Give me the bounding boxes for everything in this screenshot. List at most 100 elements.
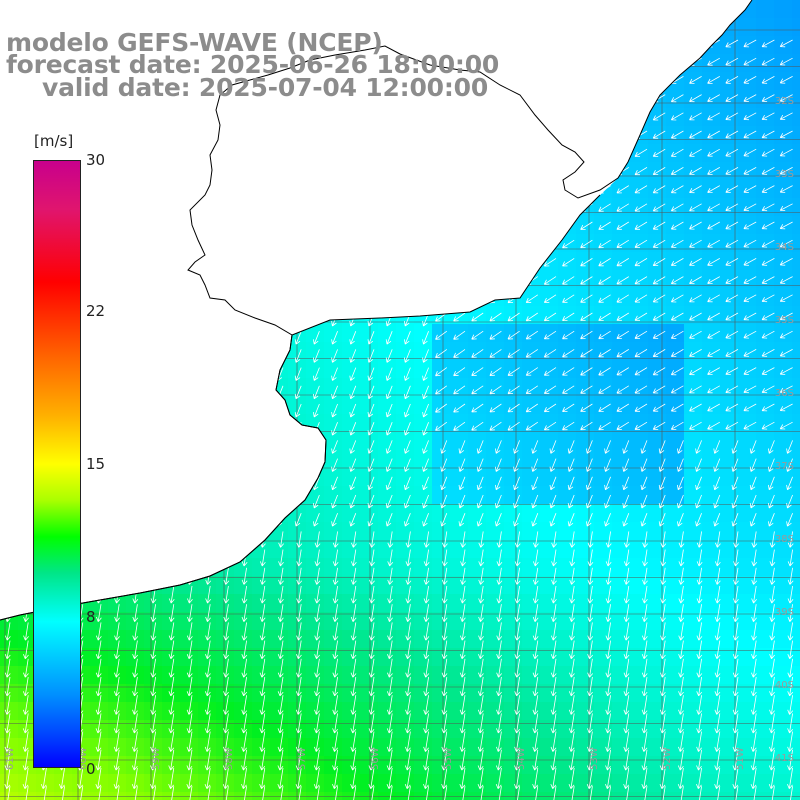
wind-arrow [458,476,466,491]
wind-arrow [689,403,702,412]
wind-speed-cell [774,288,792,306]
wind-speed-cell [756,792,774,800]
wind-speed-cell [648,360,666,378]
wind-speed-cell [90,792,108,800]
wind-arrow [22,731,29,752]
wind-arrow [689,258,702,266]
wind-arrow [314,676,320,697]
wind-arrow [295,676,302,697]
wind-speed-cell [396,684,414,702]
wind-speed-cell [504,792,522,800]
wind-speed-cell [648,630,666,648]
wind-speed-cell [504,522,522,540]
wind-arrow [531,440,539,454]
wind-speed-cell [630,450,648,468]
wind-arrow [113,731,120,752]
wind-arrow [349,458,357,472]
wind-speed-cell [684,144,702,162]
wind-speed-cell [594,396,612,414]
wind-arrow [605,658,612,678]
wind-arrow [562,294,575,303]
wind-arrow [496,604,503,622]
wind-speed-cell [450,540,468,558]
wind-speed-cell [504,504,522,522]
wind-arrow [404,349,411,363]
wind-speed-cell [774,270,792,288]
wind-speed-cell [432,612,450,630]
wind-arrow [496,658,503,678]
wind-speed-cell [558,342,576,360]
wind-speed-cell [522,522,540,540]
wind-speed-cell [684,666,702,684]
wind-speed-cell [648,468,666,486]
wind-arrow [670,276,684,285]
wind-speed-cell [612,342,630,360]
wind-speed-cell [792,324,800,342]
wind-speed-cell [630,522,648,540]
wind-speed-cell [306,792,324,800]
wind-arrow [670,239,684,248]
wind-speed-cell [414,504,432,522]
wind-speed-cell [774,666,792,684]
wind-speed-cell [648,504,666,522]
wind-arrow [495,749,502,771]
wind-arrow [314,695,320,715]
wind-speed-cell [18,774,36,792]
wind-speed-cell [738,702,756,720]
wind-speed-cell [738,18,756,36]
wind-arrow [779,130,793,139]
wind-arrow [532,713,539,734]
wind-arrow [435,403,448,413]
wind-arrow [114,604,120,622]
wind-arrow [623,713,630,734]
wind-speed-cell [198,594,216,612]
wind-arrow [314,658,321,678]
wind-speed-cell [378,720,396,738]
wind-speed-cell [540,414,558,432]
wind-speed-cell [396,702,414,720]
wind-arrow [787,604,794,622]
wind-speed-cell [576,216,594,234]
wind-arrow [404,440,411,454]
wind-arrow [640,458,648,472]
wind-speed-cell [684,684,702,702]
wind-arrow [568,749,575,771]
wind-speed-cell [198,774,216,792]
wind-speed-cell [666,432,684,450]
wind-arrow [587,567,594,585]
wind-speed-cell [666,342,684,360]
wind-speed-cell [558,630,576,648]
wind-speed-cell [756,450,774,468]
wind-arrow [732,731,739,752]
wind-arrow [313,513,320,527]
wind-arrow [725,403,739,412]
wind-speed-cell [666,684,684,702]
wind-arrow [658,458,666,472]
wind-arrow [349,349,357,363]
wind-arrow [205,622,211,641]
wind-arrow [204,695,211,715]
wind-speed-cell [612,450,630,468]
wind-speed-cell [756,702,774,720]
wind-arrow [441,658,448,678]
wind-arrow [616,258,630,267]
wind-arrow [259,731,266,752]
wind-arrow [733,604,739,622]
wind-speed-cell [720,504,738,522]
wind-speed-cell [306,666,324,684]
wind-arrow [514,658,521,678]
wind-speed-cell [432,558,450,576]
wind-arrow [423,676,430,697]
wind-arrow [569,567,576,585]
wind-speed-cell [720,486,738,504]
wind-arrow [453,421,466,431]
wind-arrow [471,403,484,413]
wind-speed-cell [306,342,324,360]
wind-arrow [386,695,393,715]
wind-speed-cell [792,198,800,216]
wind-arrow [22,713,29,734]
wind-arrow [186,749,193,771]
wind-arrow [332,640,339,660]
wind-arrow [531,458,539,472]
wind-arrow [314,713,320,734]
